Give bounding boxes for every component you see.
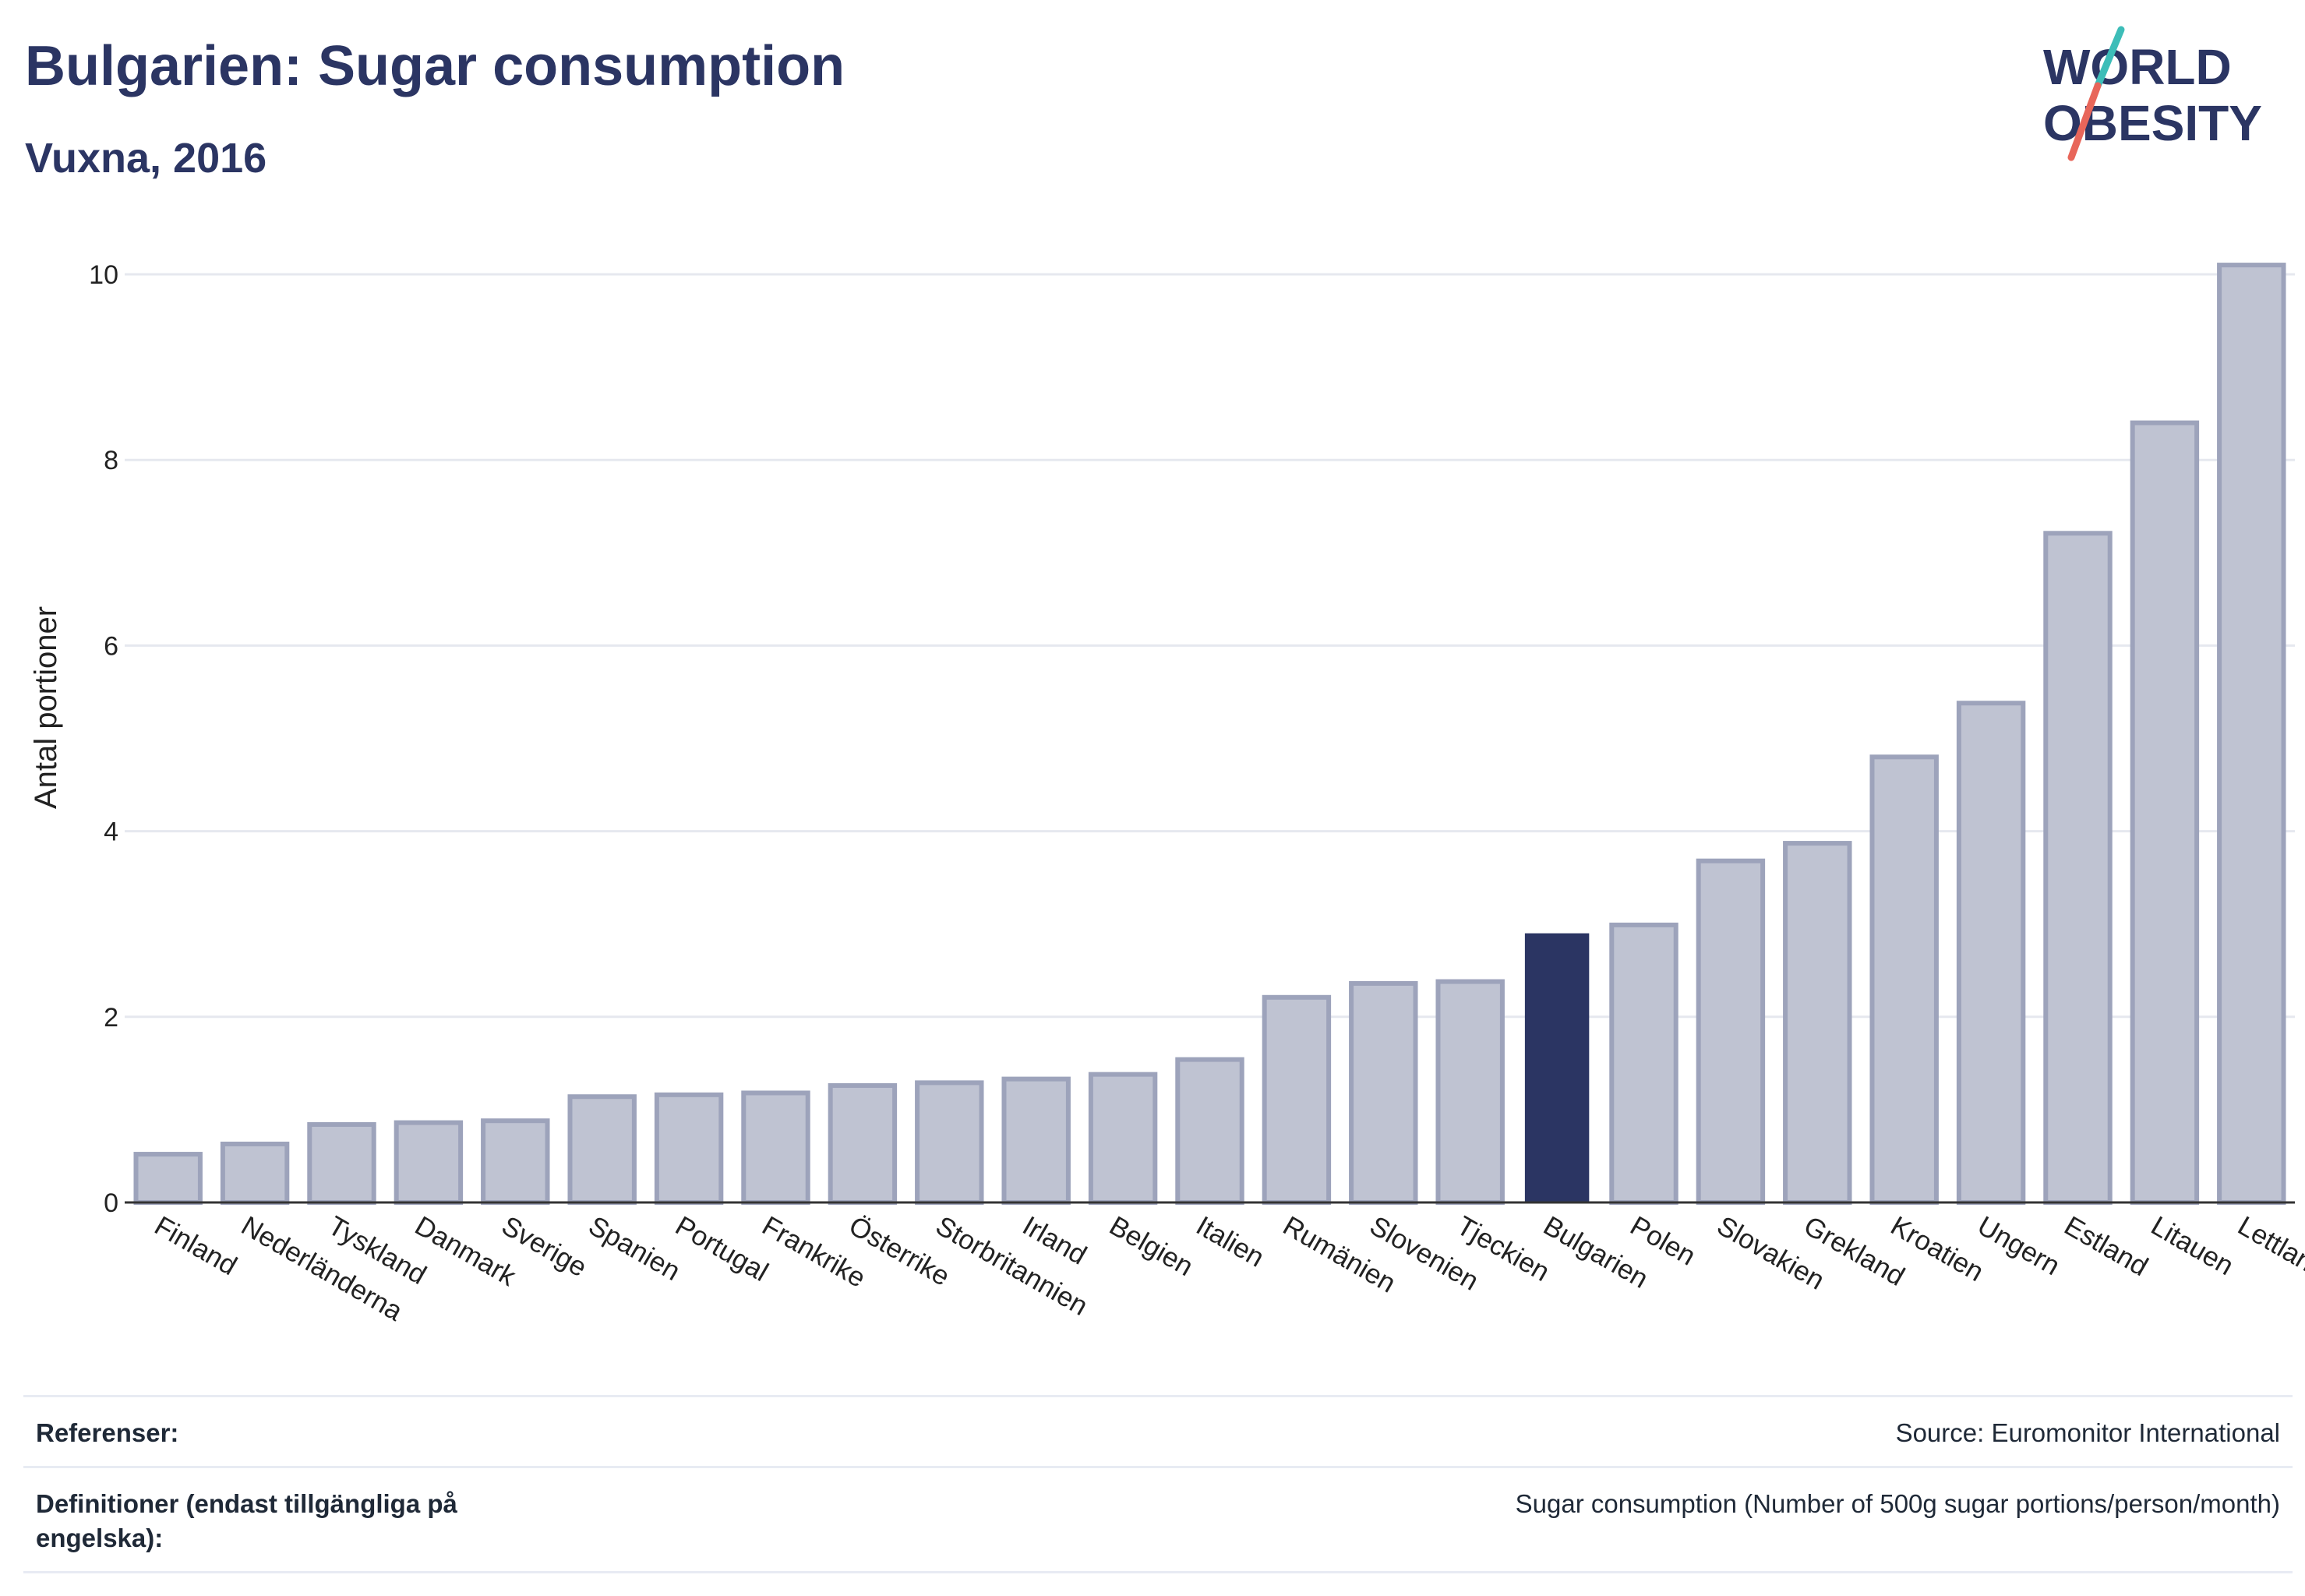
bar-slovenien — [1349, 980, 1418, 1205]
x-tick-label: Ungern — [1972, 1210, 2065, 1281]
y-tick-label: 6 — [104, 631, 118, 661]
bar-danmark — [394, 1120, 464, 1205]
bar-spanien — [567, 1094, 637, 1205]
y-tick-labels: 0 2 4 6 8 10 — [89, 260, 118, 1218]
references-table: Referenser: Source: Euromonitor Internat… — [23, 1395, 2293, 1573]
bar-frankrike — [741, 1090, 810, 1206]
bar-litauen — [2130, 420, 2200, 1205]
x-tick-labels: FinlandNederländernaTysklandDanmarkSveri… — [150, 1210, 2305, 1327]
bar-bulgarien — [1524, 933, 1590, 1202]
bar-kroatien — [1869, 754, 1939, 1205]
y-axis-label: Antal portioner — [29, 606, 63, 809]
bar-grekland — [1783, 841, 1852, 1205]
logo-slash-bottom — [2067, 82, 2102, 161]
references-value: Source: Euromonitor International — [1895, 1418, 2280, 1447]
bar-irland — [1001, 1076, 1071, 1206]
bars — [133, 263, 2286, 1206]
bar-sverige — [481, 1118, 550, 1206]
x-tick-label: Litauen — [2146, 1210, 2239, 1281]
y-tick-label: 4 — [104, 817, 118, 847]
definitions-label: Definitioner (endast tillgängliga på eng… — [36, 1489, 457, 1552]
bar-portugal — [654, 1092, 724, 1205]
world-obesity-logo: WORLD OBESITY — [2043, 26, 2262, 161]
y-tick-label: 0 — [104, 1188, 118, 1218]
bar-polen — [1609, 922, 1678, 1205]
page-subtitle: Vuxna, 2016 — [25, 135, 267, 182]
bar-finland — [133, 1152, 203, 1205]
bar-ungern — [1956, 701, 2026, 1205]
bar-chart: 0 2 4 6 8 10 FinlandNederländernaTysklandDanm… — [29, 260, 2305, 1327]
bar-slovakien — [1696, 858, 1766, 1206]
x-tick-label: Belgien — [1104, 1210, 1198, 1282]
references-row: Referenser: Source: Euromonitor Internat… — [23, 1395, 2293, 1466]
definitions-row: Definitioner (endast tillgängliga på eng… — [23, 1466, 2293, 1573]
bar-italien — [1175, 1057, 1244, 1206]
references-label: Referenser: — [36, 1418, 179, 1447]
bar-rumänien — [1262, 994, 1332, 1205]
y-tick-label: 8 — [104, 446, 118, 475]
x-tick-label: Estland — [2060, 1210, 2154, 1282]
bar-belgien — [1088, 1072, 1158, 1205]
bar-nederländerna — [220, 1141, 290, 1206]
bar-storbritannien — [915, 1080, 984, 1205]
x-tick-label: Italien — [1191, 1210, 1269, 1273]
x-tick-label: Lettland — [2233, 1210, 2305, 1285]
x-tick-label: Portugal — [670, 1210, 773, 1287]
bar-estland — [2043, 531, 2113, 1205]
bar-tyskland — [307, 1121, 376, 1206]
logo-line-1: WORLD — [2043, 39, 2232, 95]
y-tick-label: 2 — [104, 1003, 118, 1033]
x-tick-label: Finland — [150, 1210, 242, 1281]
bar-tjeckien — [1435, 979, 1505, 1205]
page-title: Bulgarien: Sugar consumption — [25, 35, 845, 97]
bar-österrike — [828, 1082, 898, 1205]
bar-lettland — [2217, 263, 2286, 1206]
x-tick-label: Spanien — [584, 1210, 686, 1287]
definitions-value: Sugar consumption (Number of 500g sugar … — [1515, 1489, 2280, 1518]
y-tick-label: 10 — [89, 260, 118, 290]
logo-slash-top — [2094, 26, 2125, 90]
